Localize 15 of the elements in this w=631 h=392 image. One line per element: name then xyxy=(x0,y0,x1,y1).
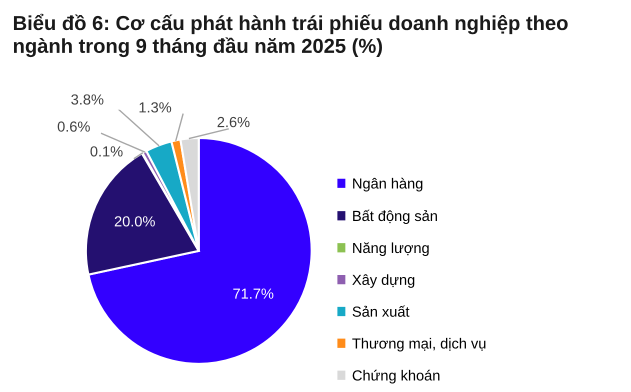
data-label: 0.1% xyxy=(90,146,123,157)
data-label: 2.6% xyxy=(218,116,250,128)
legend-label: Ngân hàng xyxy=(353,178,422,192)
legend-label: Năng lượng xyxy=(353,242,429,256)
data-label: 20.0% xyxy=(114,216,155,227)
legend-label: Thương mại, dịch vụ xyxy=(352,338,486,352)
chart-title: Biểu đồ 6: Cơ cấu phát hành trái phiếu doanh nghiệp theo ngành trong 9 tháng đầu năm 2025 (%) xyxy=(14,14,568,58)
legend-label: Chứng khoán xyxy=(352,370,440,384)
data-label: 1.3% xyxy=(140,102,172,113)
legend-label: Xây dựng xyxy=(352,274,414,288)
legend-label: Sản xuất xyxy=(352,305,410,317)
data-label: 3.8% xyxy=(71,94,104,105)
legend-label: Bất động sản xyxy=(353,210,437,224)
data-label: 0.6% xyxy=(58,121,90,132)
data-label: 71.7% xyxy=(233,288,274,299)
